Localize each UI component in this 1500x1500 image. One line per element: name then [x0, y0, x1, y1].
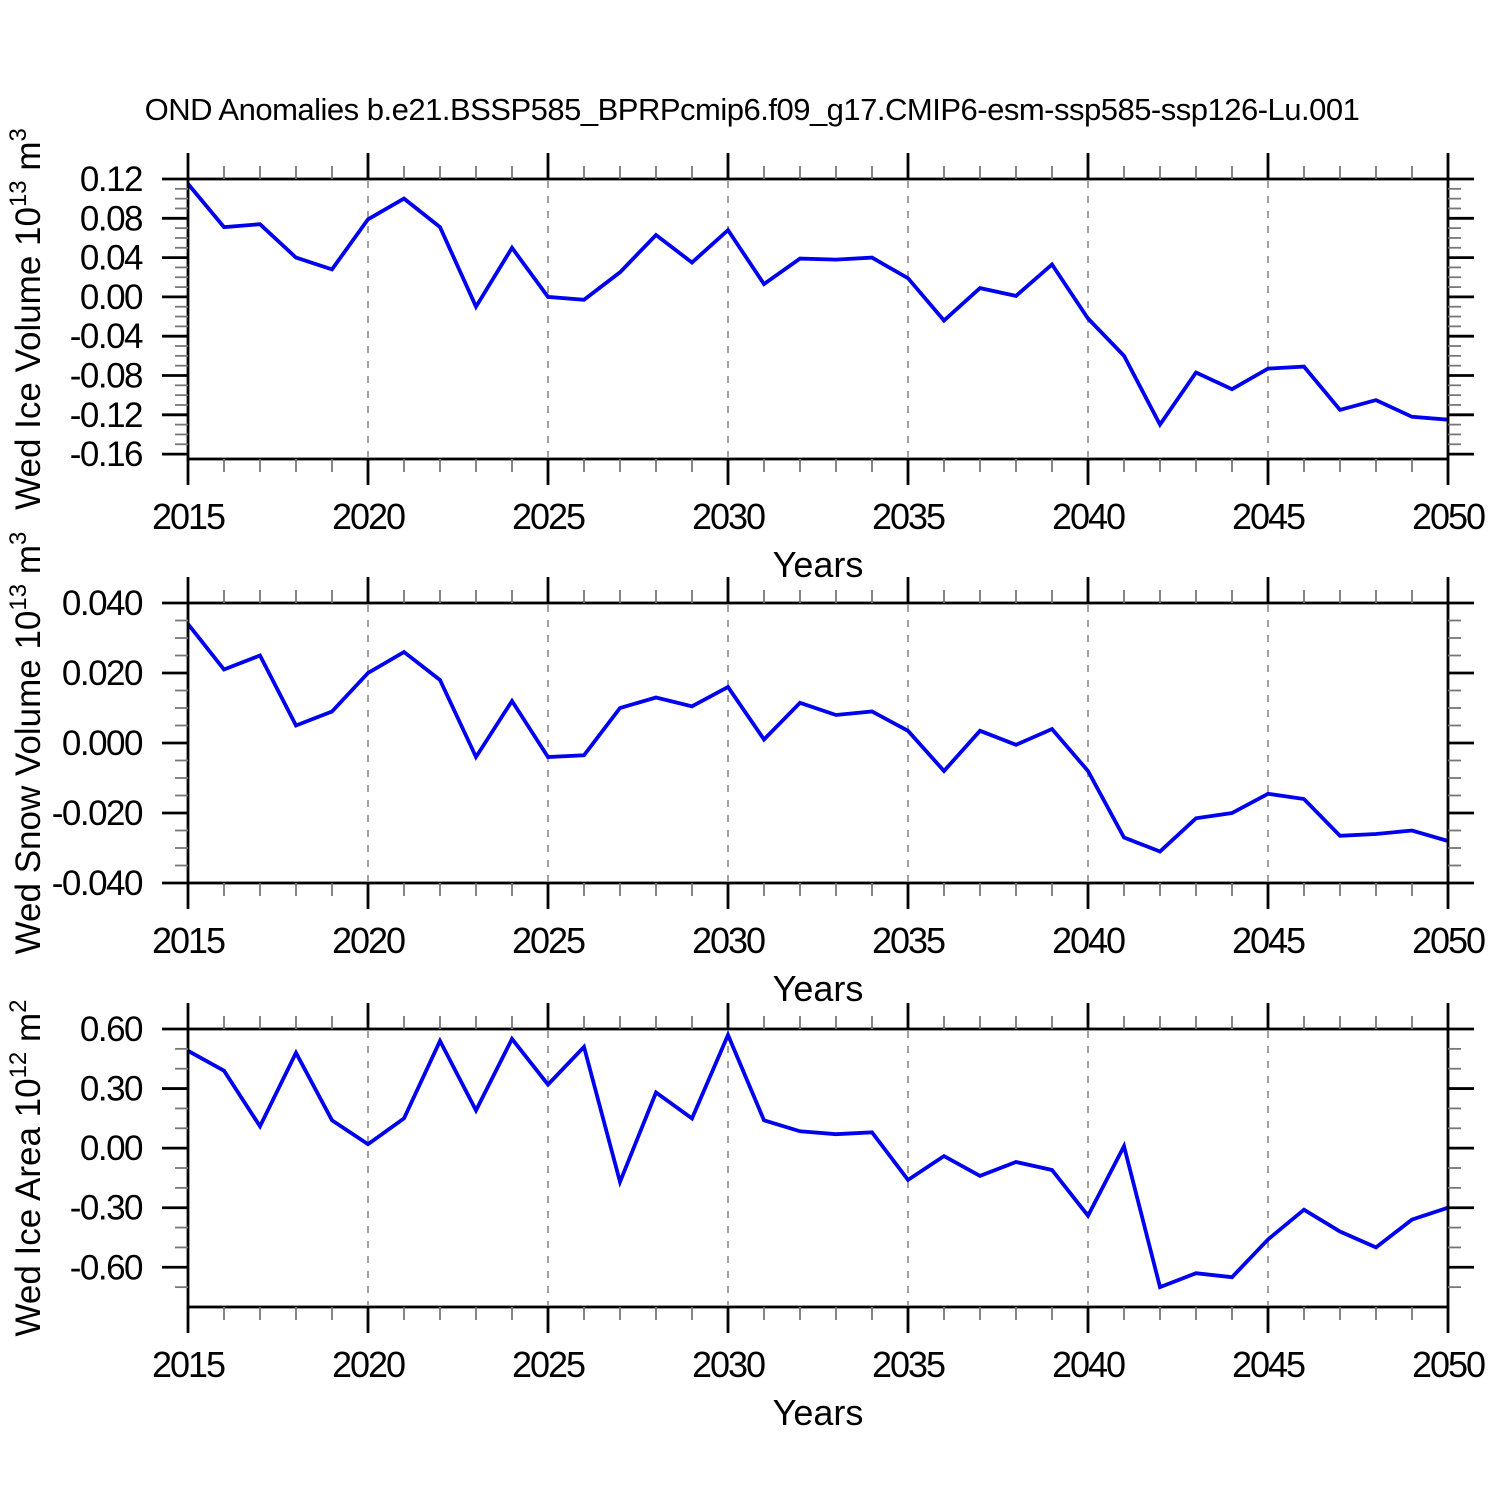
y-tick-label: 0.08 — [80, 199, 142, 238]
x-tick-label: 2025 — [512, 496, 585, 537]
y-axis-title: Wed Snow Volume 1013 m3 — [5, 532, 48, 955]
series-line — [186, 622, 1449, 854]
x-tick-label: 2045 — [1232, 920, 1305, 961]
x-tick-label: 2015 — [152, 1344, 225, 1385]
x-tick-label: 2035 — [872, 1344, 945, 1385]
x-tick-label: 2045 — [1232, 1344, 1305, 1385]
y-axis-title-part: m — [9, 545, 48, 584]
series-line — [187, 1030, 1449, 1290]
y-axis-title-sup: 13 — [5, 180, 32, 207]
y-tick-label: -0.16 — [70, 435, 142, 474]
x-tick-label: 2050 — [1412, 920, 1485, 961]
x-tick-label: 2035 — [872, 920, 945, 961]
x-tick-label: 2040 — [1052, 920, 1125, 961]
y-axis-title-part: m — [9, 141, 48, 180]
plot-border — [186, 601, 1450, 885]
plot-border — [186, 1027, 1450, 1309]
y-axis-title-sup: 3 — [5, 532, 32, 545]
x-tick-label: 2025 — [512, 1344, 585, 1385]
x-tick-label: 2030 — [692, 920, 765, 961]
x-tick-label: 2020 — [332, 1344, 405, 1385]
y-tick-label: 0.30 — [80, 1070, 143, 1109]
y-axis-title-part: Wed Ice Area 10 — [9, 1078, 48, 1336]
y-tick-label: -0.30 — [70, 1189, 143, 1228]
x-tick-label: 2015 — [152, 920, 225, 961]
y-axis-title: Wed Ice Area 1012 m2 — [5, 999, 48, 1336]
x-tick-label: 2035 — [872, 496, 945, 537]
y-tick-label: -0.020 — [52, 794, 143, 833]
x-tick-label: 2045 — [1232, 496, 1305, 537]
y-tick-label: 0.000 — [62, 724, 143, 763]
y-tick-label: 0.60 — [80, 1010, 143, 1049]
x-tick-label: 2025 — [512, 920, 585, 961]
y-axis-title: Wed Ice Volume 1013 m3 — [5, 128, 48, 510]
x-tick-label: 2020 — [332, 496, 405, 537]
x-axis-title: Years — [773, 544, 864, 585]
y-axis-title-sup: 12 — [5, 1052, 32, 1079]
y-axis-title-sup: 2 — [5, 999, 32, 1012]
y-tick-label: -0.04 — [70, 317, 143, 356]
y-tick-label: 0.020 — [62, 654, 143, 693]
y-tick-label: -0.60 — [70, 1248, 143, 1287]
panel-snow-volume: 2015 2020 2025 2030 2035 2040 2045 2050 0.040 0.0… — [5, 532, 1487, 1009]
y-tick-label: -0.12 — [70, 396, 142, 435]
y-axis-title-sup: 3 — [5, 128, 32, 141]
y-tick-label: -0.08 — [70, 356, 142, 395]
plot-border — [186, 177, 1450, 461]
x-tick-label: 2020 — [332, 920, 405, 961]
series-line — [186, 182, 1449, 429]
y-axis-title-sup: 13 — [5, 584, 32, 611]
figure-title: OND Anomalies b.e21.BSSP585_BPRPcmip6.f0… — [145, 92, 1360, 127]
y-axis-title-part: Wed Snow Volume 10 — [9, 611, 48, 955]
y-axis-title-part: Wed Ice Volume 10 — [9, 207, 48, 510]
panel-ice-volume: 2015 2020 2025 2030 2035 2040 2045 2050 0.120.08… — [5, 128, 1487, 585]
x-tick-label: 2015 — [152, 496, 225, 537]
y-tick-label: 0.040 — [62, 584, 143, 623]
y-tick-label: 0.00 — [80, 1129, 143, 1168]
y-tick-label: 0.12 — [80, 160, 142, 199]
x-axis-title: Years — [773, 968, 864, 1009]
x-tick-label: 2040 — [1052, 496, 1125, 537]
x-tick-label: 2030 — [692, 1344, 765, 1385]
y-tick-label: 0.00 — [80, 278, 143, 317]
y-tick-label: 0.04 — [80, 239, 143, 278]
x-axis-title: Years — [773, 1392, 864, 1433]
x-tick-label: 2050 — [1412, 1344, 1485, 1385]
x-tick-label: 2050 — [1412, 496, 1485, 537]
y-axis-title-part: m — [9, 1013, 48, 1052]
panel-ice-area: 2015 2020 2025 2030 2035 2040 2045 2050 0.60 0.30… — [5, 999, 1487, 1433]
x-tick-label: 2040 — [1052, 1344, 1125, 1385]
x-tick-label: 2030 — [692, 496, 765, 537]
y-tick-label: -0.040 — [52, 864, 143, 903]
